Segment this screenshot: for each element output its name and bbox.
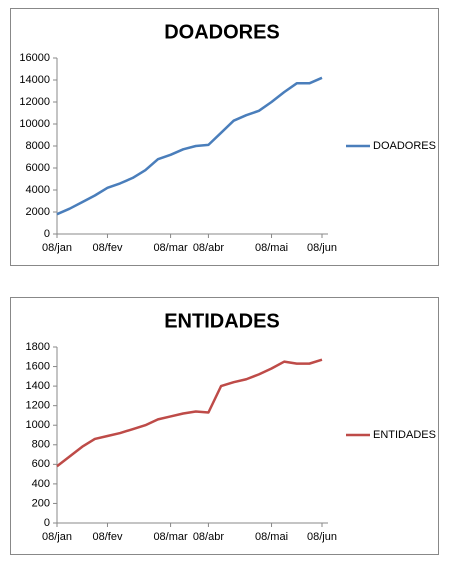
- y-tick-label: 800: [32, 439, 50, 451]
- x-tick-label: 08/mar: [153, 242, 188, 254]
- y-tick-label: 10000: [19, 118, 50, 130]
- y-tick-label: 2000: [26, 206, 50, 218]
- y-tick-label: 16000: [19, 52, 50, 64]
- x-tick-label: 08/jun: [307, 242, 337, 254]
- chart-frame: [10, 8, 439, 266]
- y-tick-label: 4000: [26, 184, 50, 196]
- chart-title: DOADORES: [164, 21, 280, 43]
- legend-label: DOADORES: [373, 140, 436, 152]
- y-tick-label: 600: [32, 458, 50, 470]
- series-line: [56, 358, 323, 468]
- y-tick-label: 200: [32, 497, 50, 509]
- y-tick-label: 0: [44, 228, 50, 240]
- chart-title: ENTIDADES: [164, 310, 280, 332]
- series-line: [56, 76, 323, 216]
- y-tick-label: 12000: [19, 96, 50, 108]
- y-tick-label: 6000: [26, 162, 50, 174]
- x-tick-label: 08/mar: [153, 531, 188, 543]
- y-tick-label: 1800: [26, 341, 50, 353]
- x-tick-label: 08/fev: [92, 531, 122, 543]
- chart-frame: [10, 297, 439, 555]
- y-tick-label: 14000: [19, 74, 50, 86]
- y-tick-label: 0: [44, 517, 50, 529]
- x-tick-label: 08/fev: [92, 242, 122, 254]
- x-tick-label: 08/abr: [193, 242, 225, 254]
- x-tick-label: 08/mai: [255, 531, 288, 543]
- y-tick-label: 1200: [26, 400, 50, 412]
- x-tick-label: 08/mai: [255, 242, 288, 254]
- y-tick-label: 400: [32, 478, 50, 490]
- x-tick-label: 08/jan: [42, 242, 72, 254]
- legend-label: ENTIDADES: [373, 429, 436, 441]
- x-tick-label: 08/jan: [42, 531, 72, 543]
- y-tick-label: 8000: [26, 140, 50, 152]
- x-tick-label: 08/abr: [193, 531, 225, 543]
- y-tick-label: 1600: [26, 360, 50, 372]
- x-tick-label: 08/jun: [307, 531, 337, 543]
- y-tick-label: 1400: [26, 380, 50, 392]
- y-tick-label: 1000: [26, 419, 50, 431]
